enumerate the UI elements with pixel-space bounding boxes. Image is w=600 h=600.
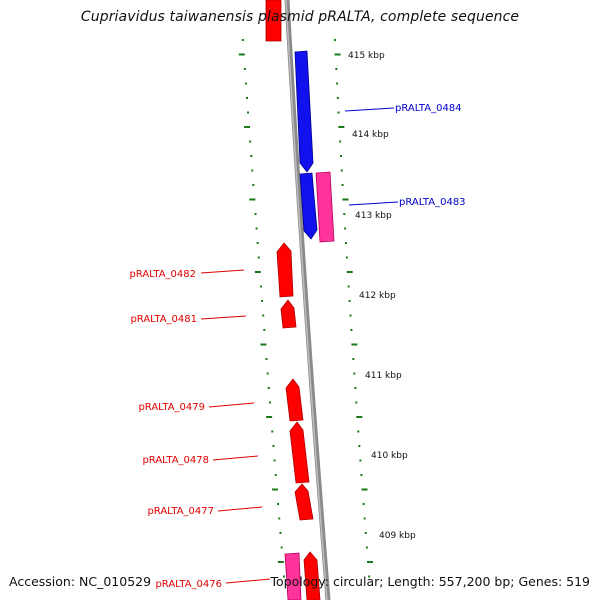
gene-pRALTA-0476[interactable] (303, 551, 321, 600)
map-title: Cupriavidus taiwanensis plasmid pRALTA, … (80, 9, 520, 25)
scale-label-415: 415 kbp (348, 51, 385, 61)
accession-text: Accession: NC_010529 (9, 574, 152, 589)
gene-pRALTA-0477[interactable] (294, 483, 314, 521)
gene-pRALTA-0483[interactable] (299, 172, 318, 240)
gene-pRALTA-0476-pink[interactable] (284, 552, 302, 600)
gene-label-pRALTA-0479[interactable]: pRALTA_0479 (138, 402, 205, 413)
gene-label-pRALTA-0481[interactable]: pRALTA_0481 (130, 314, 197, 325)
scale-label-410: 410 kbp (371, 451, 408, 461)
gene-label-pRALTA-0476[interactable]: pRALTA_0476 (155, 579, 222, 590)
gene-label-pRALTA-0483[interactable]: pRALTA_0483 (399, 197, 466, 208)
gene-label-pRALTA-0484[interactable]: pRALTA_0484 (395, 103, 462, 114)
scale-label-413: 413 kbp (355, 211, 392, 221)
topology-text: Topology: circular; Length: 557,200 bp; … (270, 574, 591, 589)
plasmid-backbone-highlight (285, 0, 328, 600)
gene-label-pRALTA-0477[interactable]: pRALTA_0477 (147, 506, 214, 517)
gene-pRALTA-0479[interactable] (285, 378, 304, 422)
label-leaders (200, 107, 399, 584)
scale-ticks (238, 39, 374, 578)
gene-top-red[interactable] (265, 0, 282, 42)
plasmid-backbone (284, 0, 331, 600)
scale-label-412: 412 kbp (359, 291, 396, 301)
gene-pRALTA-0482[interactable] (276, 242, 294, 298)
scale-label-409: 409 kbp (379, 531, 416, 541)
scale-label-414: 414 kbp (352, 130, 389, 140)
gene-pRALTA-0484[interactable] (294, 50, 314, 173)
gene-rna-pink[interactable] (315, 171, 335, 243)
gene-label-pRALTA-0482[interactable]: pRALTA_0482 (129, 269, 196, 280)
gene-label-pRALTA-0478[interactable]: pRALTA_0478 (142, 455, 209, 466)
gene-pRALTA-0481[interactable] (280, 299, 297, 329)
scale-label-411: 411 kbp (365, 371, 402, 381)
gene-pRALTA-0478[interactable] (289, 421, 310, 484)
